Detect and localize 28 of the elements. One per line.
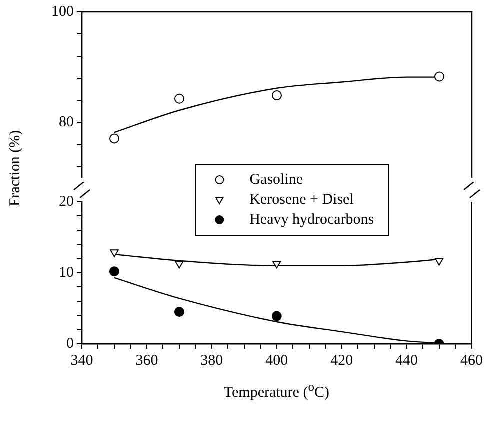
point <box>272 311 282 322</box>
point <box>272 261 282 269</box>
legend-label: Gasoline <box>250 172 304 188</box>
y-axis-title: Fraction (%) <box>8 130 25 206</box>
point <box>434 258 444 266</box>
x-tick-label: 460 <box>460 352 483 369</box>
x-axis-title: Temperature ($^{o}$C) <box>224 380 330 402</box>
x-tick-label: 380 <box>200 352 224 369</box>
y-tick-label: 80 <box>59 114 74 131</box>
y-tick-label: 0 <box>66 336 74 352</box>
point <box>174 94 184 104</box>
legend-label: Kerosene + Disel <box>250 192 354 208</box>
y-tick-label: 100 <box>52 4 74 20</box>
point <box>272 90 282 101</box>
x-tick-label: 340 <box>70 352 94 369</box>
x-tick-label: 400 <box>266 352 288 369</box>
y-tick-label: 20 <box>59 194 74 210</box>
point <box>110 250 119 258</box>
point <box>434 72 444 82</box>
x-tick-label: 420 <box>330 352 354 369</box>
y-tick-label: 10 <box>59 264 74 281</box>
x-tick-label: 360 <box>136 352 158 369</box>
point <box>109 266 120 277</box>
point <box>175 261 184 269</box>
point <box>174 307 184 318</box>
point <box>110 134 120 144</box>
x-tick-label: 440 <box>396 352 418 369</box>
legend-label: Heavy hydrocarbons <box>250 212 374 228</box>
